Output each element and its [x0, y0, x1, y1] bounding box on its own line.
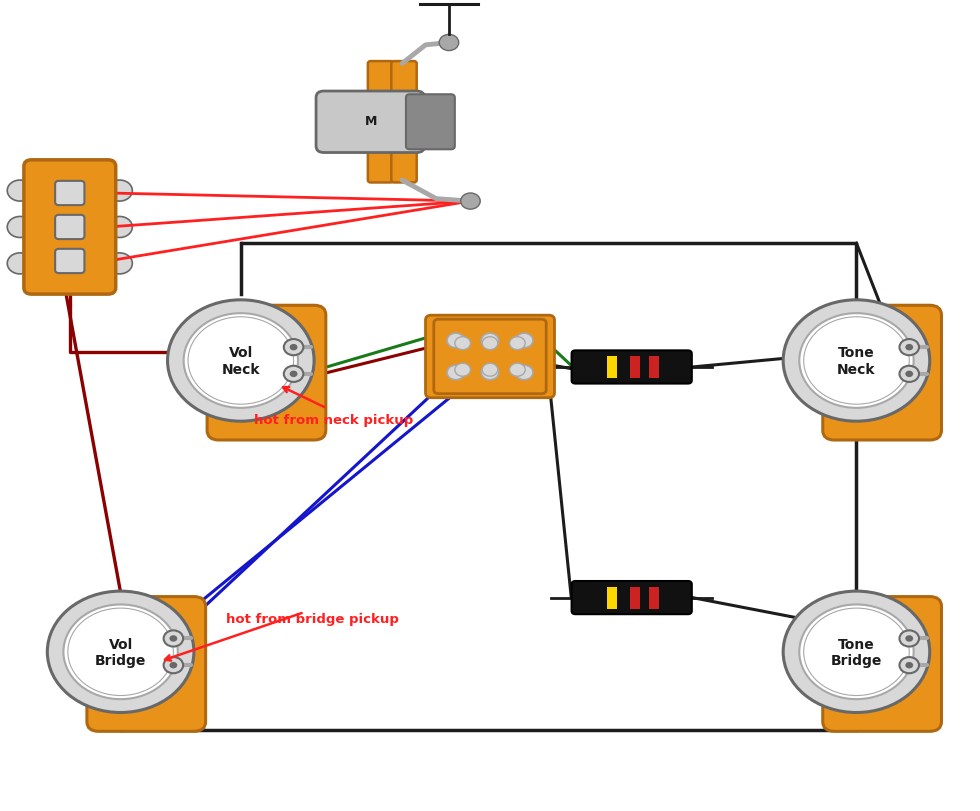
FancyBboxPatch shape — [24, 161, 116, 294]
Circle shape — [900, 367, 919, 383]
Text: hot from neck pickup: hot from neck pickup — [254, 414, 413, 427]
Circle shape — [64, 605, 177, 699]
Circle shape — [107, 254, 132, 275]
Circle shape — [783, 300, 930, 422]
Text: Vol
Neck: Vol Neck — [221, 346, 260, 376]
FancyBboxPatch shape — [87, 597, 206, 732]
Bar — [630, 357, 640, 379]
Bar — [650, 587, 660, 609]
Circle shape — [906, 636, 913, 642]
FancyBboxPatch shape — [368, 62, 393, 183]
Bar — [650, 357, 660, 379]
Circle shape — [510, 364, 525, 377]
Circle shape — [481, 366, 499, 380]
Circle shape — [447, 334, 465, 348]
Circle shape — [284, 367, 304, 383]
FancyBboxPatch shape — [55, 216, 84, 240]
Circle shape — [170, 636, 177, 642]
Circle shape — [900, 631, 919, 646]
Circle shape — [482, 364, 498, 377]
Circle shape — [900, 340, 919, 356]
Circle shape — [783, 591, 930, 713]
Circle shape — [7, 181, 32, 202]
Text: hot from bridge pickup: hot from bridge pickup — [226, 612, 399, 625]
FancyBboxPatch shape — [55, 250, 84, 274]
Circle shape — [481, 334, 499, 348]
Circle shape — [7, 217, 32, 238]
FancyBboxPatch shape — [823, 306, 942, 440]
FancyBboxPatch shape — [55, 182, 84, 206]
Circle shape — [290, 345, 298, 351]
FancyBboxPatch shape — [571, 581, 692, 615]
Text: Tone
Neck: Tone Neck — [837, 346, 876, 376]
Circle shape — [164, 631, 183, 646]
Circle shape — [290, 371, 298, 378]
Circle shape — [461, 194, 480, 210]
Circle shape — [906, 662, 913, 668]
Circle shape — [107, 217, 132, 238]
Circle shape — [800, 605, 913, 699]
FancyBboxPatch shape — [434, 320, 546, 394]
Circle shape — [455, 337, 470, 350]
FancyBboxPatch shape — [391, 62, 416, 183]
Circle shape — [447, 366, 465, 380]
Circle shape — [906, 371, 913, 378]
Circle shape — [164, 657, 183, 673]
Circle shape — [170, 662, 177, 668]
Circle shape — [47, 591, 194, 713]
Circle shape — [900, 657, 919, 673]
Bar — [608, 587, 617, 609]
Circle shape — [906, 345, 913, 351]
Circle shape — [455, 364, 470, 377]
Circle shape — [439, 36, 459, 51]
Circle shape — [515, 334, 533, 348]
Bar — [608, 357, 617, 379]
Circle shape — [510, 337, 525, 350]
Circle shape — [107, 181, 132, 202]
Circle shape — [515, 366, 533, 380]
Circle shape — [168, 300, 315, 422]
FancyBboxPatch shape — [571, 351, 692, 384]
Text: M: M — [365, 114, 377, 127]
FancyBboxPatch shape — [207, 306, 325, 440]
Circle shape — [183, 314, 298, 408]
Circle shape — [284, 340, 304, 356]
FancyBboxPatch shape — [425, 315, 555, 398]
Text: Vol
Bridge: Vol Bridge — [95, 637, 146, 667]
Circle shape — [7, 254, 32, 275]
Circle shape — [800, 314, 913, 408]
FancyBboxPatch shape — [317, 92, 424, 153]
Text: Tone
Bridge: Tone Bridge — [831, 637, 882, 667]
Circle shape — [482, 337, 498, 350]
FancyBboxPatch shape — [406, 95, 455, 150]
Bar — [630, 587, 640, 609]
FancyBboxPatch shape — [823, 597, 942, 732]
